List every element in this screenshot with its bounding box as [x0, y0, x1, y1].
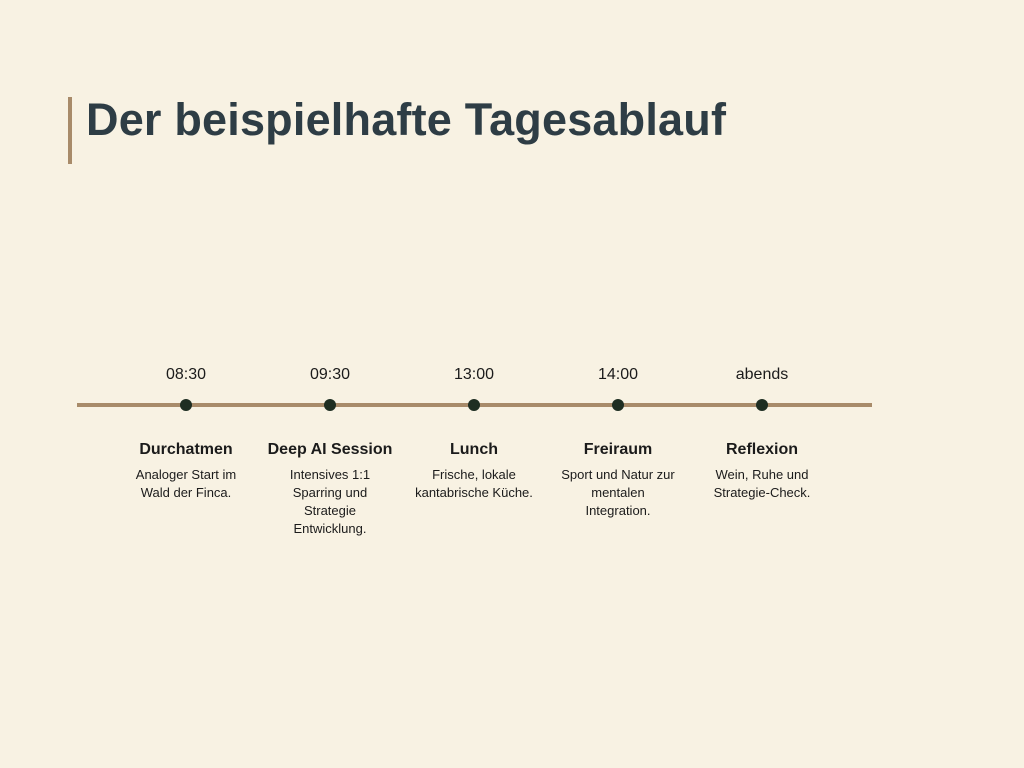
timeline-dot	[180, 399, 192, 411]
item-time: 08:30	[165, 366, 207, 383]
item-title: Deep AI Session	[267, 441, 393, 458]
item-title: Durchatmen	[139, 441, 233, 458]
timeline-item: 08:30 Durchatmen Analoger Start im Wald de…	[121, 364, 251, 502]
timeline-dot	[324, 399, 336, 411]
item-description: Sport und Natur zur mentalen Integration…	[561, 467, 675, 518]
item-title: Reflexion	[725, 441, 798, 458]
item-time: abends	[735, 366, 789, 383]
timeline-dot	[468, 399, 480, 411]
item-title: Lunch	[450, 441, 498, 458]
item-description: Analoger Start im Wald der Finca.	[135, 467, 237, 500]
timeline-dot	[612, 399, 624, 411]
timeline-item: 13:00 Lunch Frische, lokale kantabrische K…	[409, 364, 539, 502]
item-description: Wein, Ruhe und Strategie-Check.	[713, 467, 811, 500]
timeline-dot	[756, 399, 768, 411]
title-accent	[68, 97, 72, 164]
item-description: Intensives 1:1 Sparring und Strategie En…	[289, 467, 371, 536]
timeline-item: 14:00 Freiraum Sport und Natur zur mentale…	[553, 364, 683, 520]
item-time: 14:00	[597, 366, 639, 383]
item-description: Frische, lokale kantabrische Küche.	[415, 467, 533, 500]
slide-title: Der beispielhafte Tagesablauf	[86, 94, 727, 145]
item-time: 13:00	[453, 366, 495, 383]
timeline-item: abends Reflexion Wein, Ruhe und Strategie-…	[697, 364, 827, 502]
timeline-item: 09:30 Deep AI Session Intensives 1:1 Sparr…	[265, 364, 395, 538]
item-title: Freiraum	[583, 441, 653, 458]
item-time: 09:30	[309, 366, 351, 383]
